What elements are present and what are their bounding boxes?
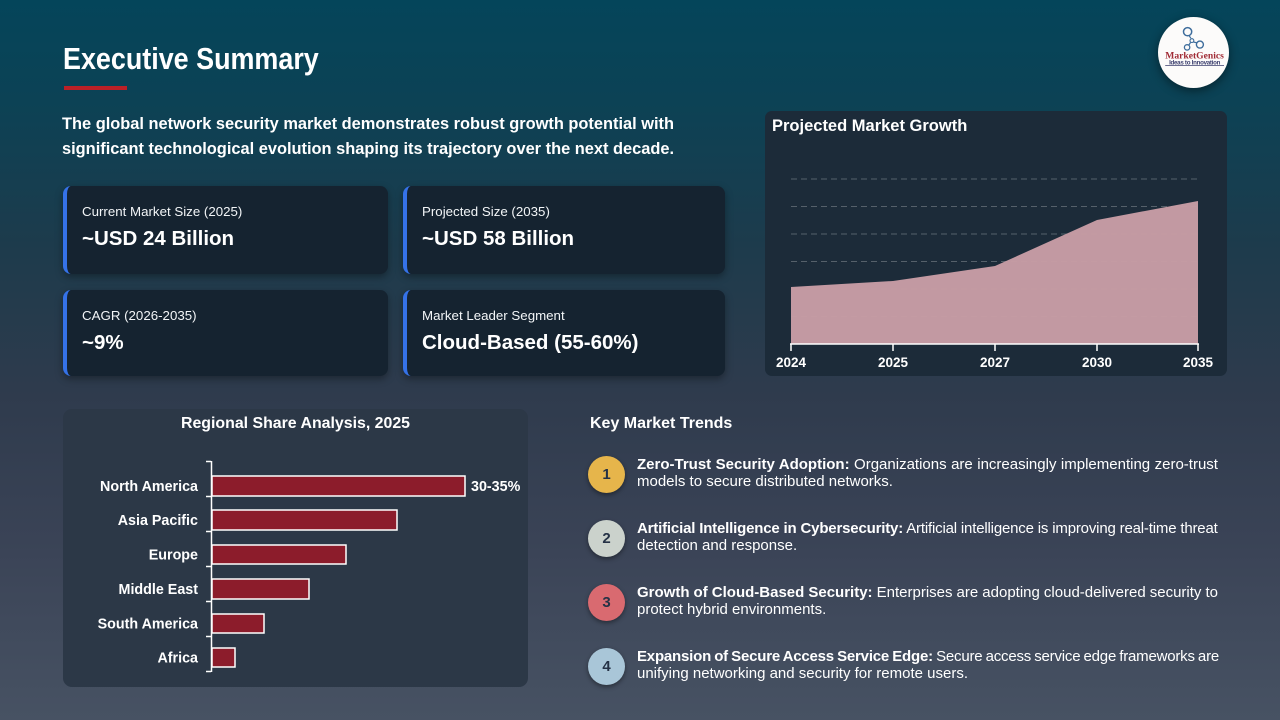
svg-text:MarketGenics: MarketGenics xyxy=(1165,51,1224,62)
svg-text:Ideas to Innovation: Ideas to Innovation xyxy=(1169,59,1221,66)
svg-text:2035: 2035 xyxy=(1183,355,1214,370)
svg-text:2027: 2027 xyxy=(980,355,1010,370)
svg-text:Africa: Africa xyxy=(157,651,199,667)
svg-text:South America: South America xyxy=(98,617,199,633)
svg-text:Middle East: Middle East xyxy=(119,582,199,598)
svg-text:North America: North America xyxy=(100,479,199,495)
svg-text:2030: 2030 xyxy=(1082,355,1112,370)
svg-text:30-35%: 30-35% xyxy=(471,479,521,495)
svg-text:Asia Pacific: Asia Pacific xyxy=(118,513,198,529)
svg-text:2024: 2024 xyxy=(776,355,807,370)
svg-text:Europe: Europe xyxy=(149,548,198,564)
svg-text:2025: 2025 xyxy=(878,355,909,370)
